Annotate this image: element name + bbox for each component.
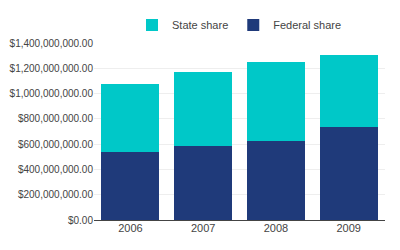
svg-text:$200,000,000.00: $200,000,000.00 — [18, 189, 94, 200]
svg-text:Federal share: Federal share — [273, 19, 341, 31]
svg-text:$0.00: $0.00 — [68, 215, 93, 226]
svg-text:State share: State share — [172, 19, 228, 31]
svg-text:$1,200,000,000.00: $1,200,000,000.00 — [10, 63, 94, 74]
svg-text:$800,000,000.00: $800,000,000.00 — [18, 113, 94, 124]
svg-text:$400,000,000.00: $400,000,000.00 — [18, 164, 94, 175]
svg-text:2006: 2006 — [118, 222, 142, 234]
svg-text:$600,000,000.00: $600,000,000.00 — [18, 139, 94, 150]
svg-text:2007: 2007 — [191, 222, 215, 234]
svg-text:2009: 2009 — [336, 222, 360, 234]
svg-text:$1,000,000,000.00: $1,000,000,000.00 — [10, 88, 94, 99]
svg-text:2008: 2008 — [264, 222, 288, 234]
svg-text:$1,400,000,000.00: $1,400,000,000.00 — [10, 38, 94, 49]
